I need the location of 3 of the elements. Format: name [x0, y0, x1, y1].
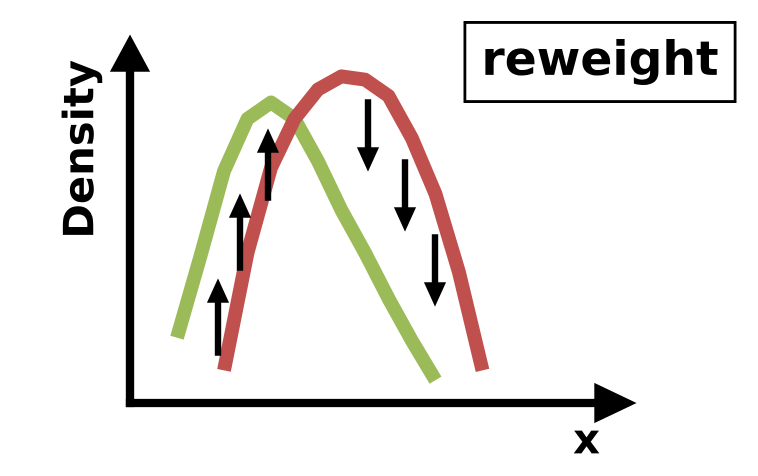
y-axis-title: Density: [62, 60, 102, 235]
chart-title: reweight: [485, 38, 718, 86]
x-axis-title: x: [574, 430, 600, 454]
